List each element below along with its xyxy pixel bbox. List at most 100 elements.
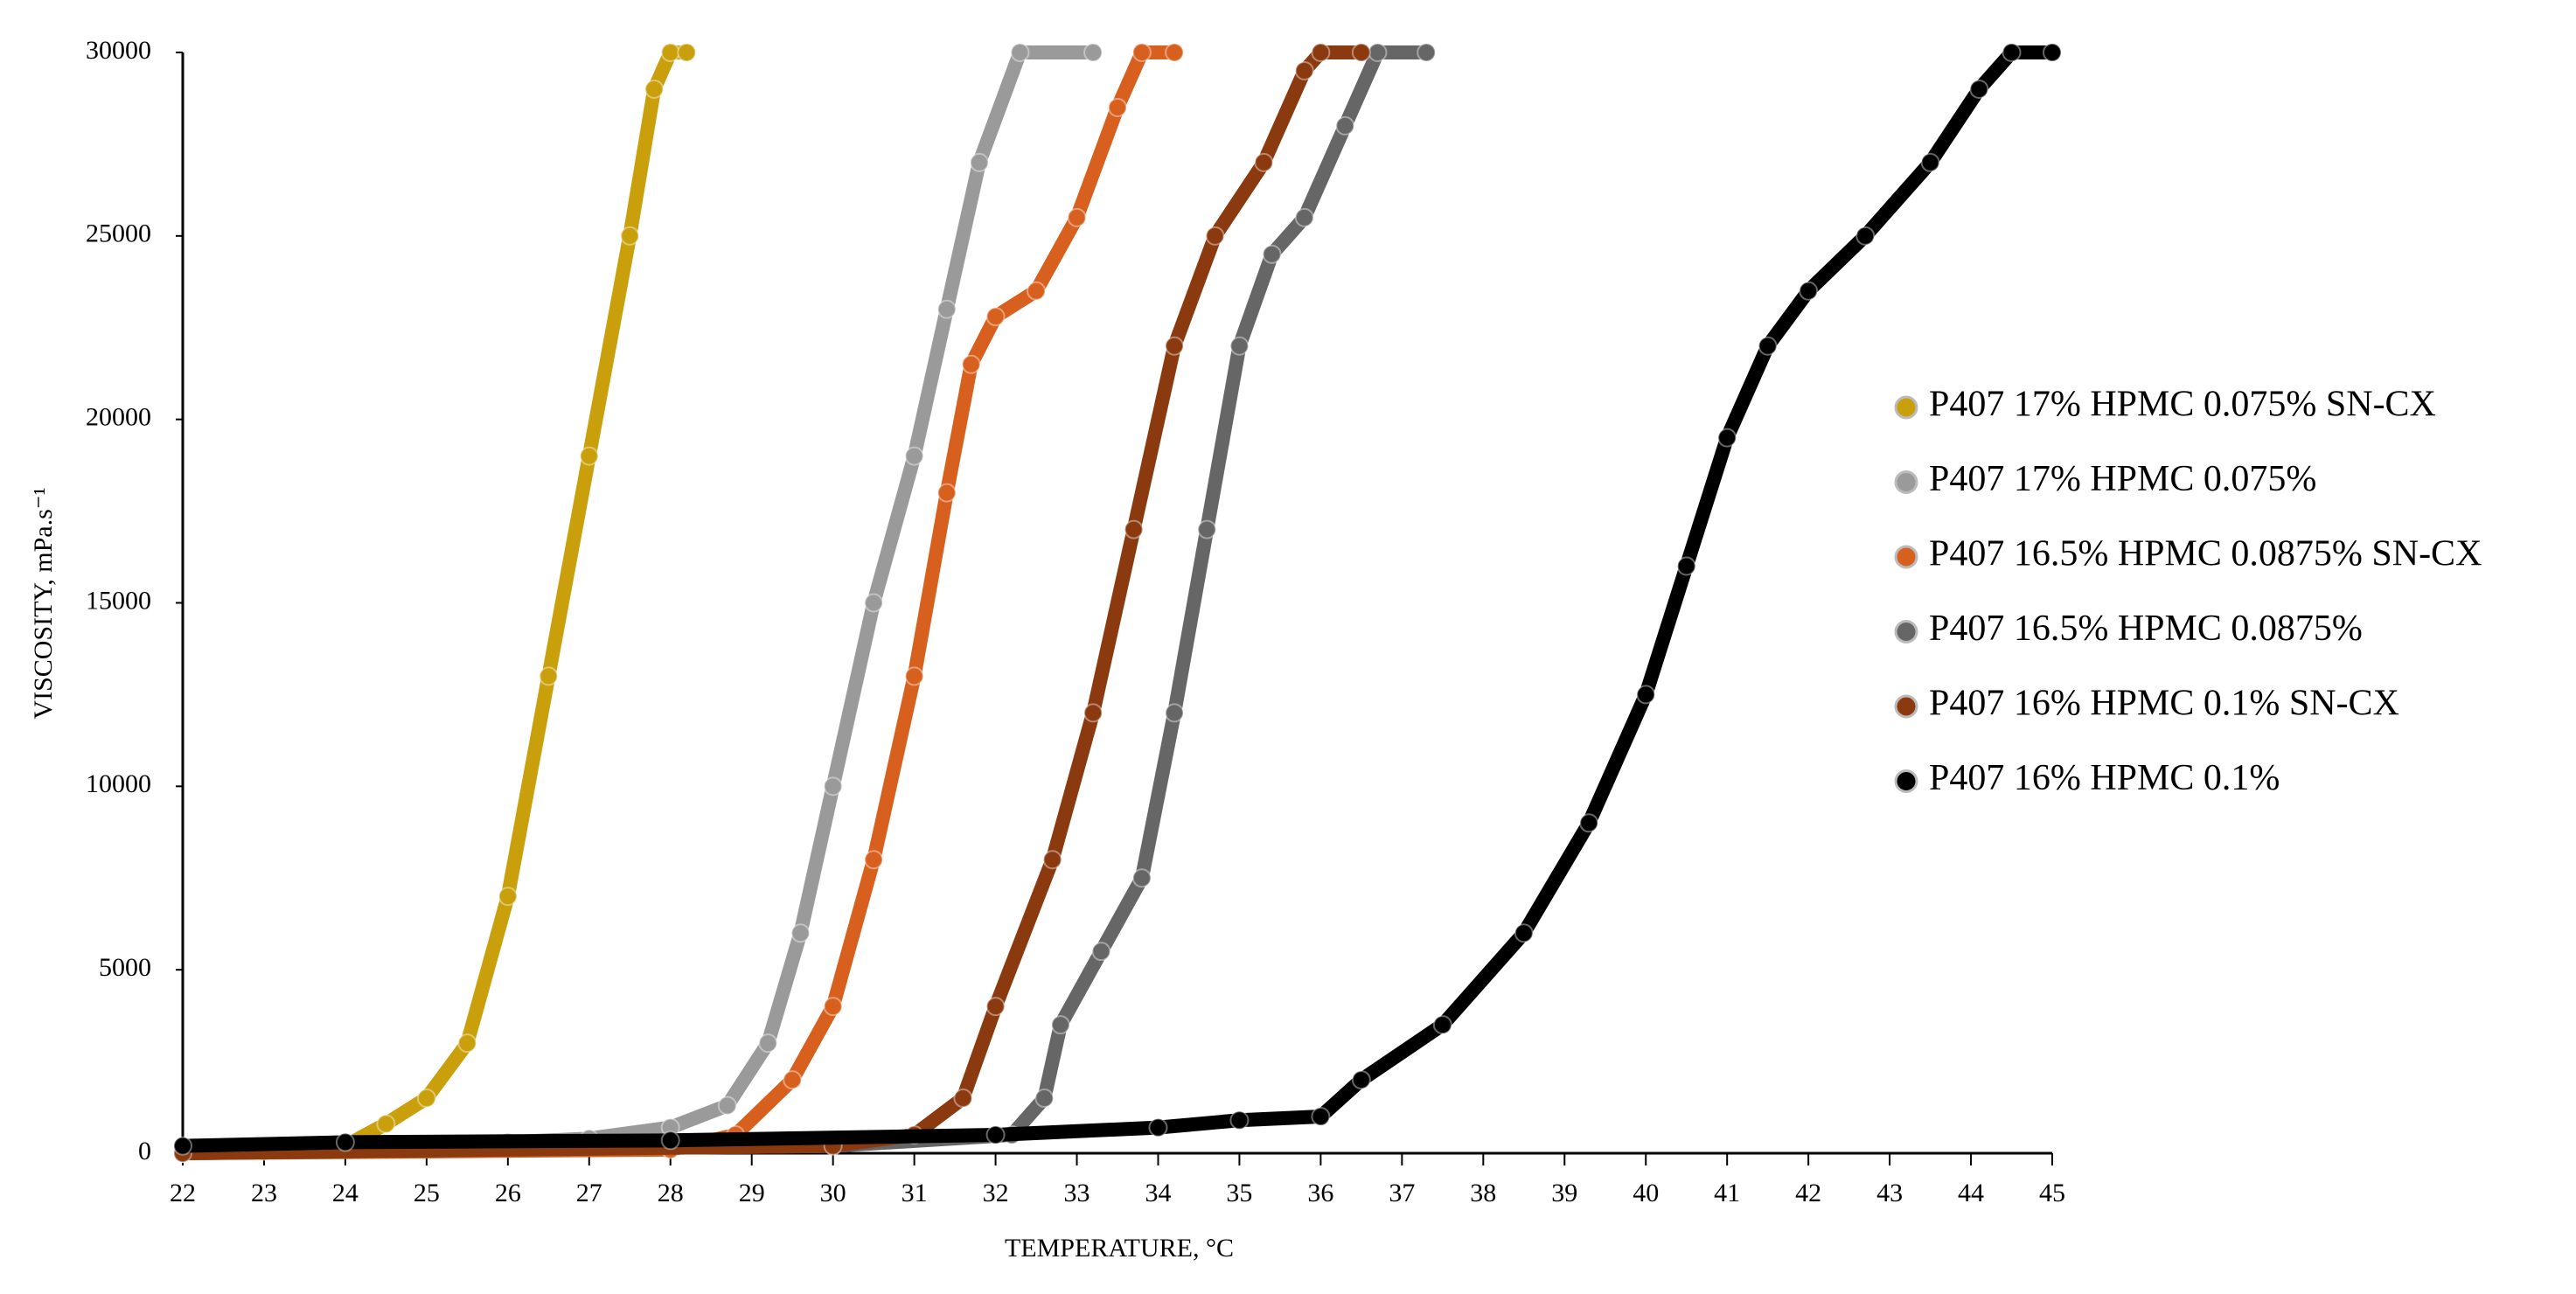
x-tick-label: 37 [1389, 1179, 1415, 1207]
data-point [1083, 43, 1104, 62]
data-point [1165, 43, 1185, 62]
x-tick-label: 40 [1633, 1179, 1659, 1207]
data-point [1311, 43, 1331, 62]
legend-marker [1894, 470, 1918, 494]
x-tick-label: 41 [1714, 1179, 1740, 1207]
data-point [1197, 519, 1217, 539]
x-tick-label: 36 [1307, 1179, 1333, 1207]
data-point [1294, 60, 1314, 80]
data-point [1432, 1015, 1452, 1035]
data-point [1034, 1089, 1055, 1109]
data-point [783, 1070, 803, 1090]
legend-marker [1894, 694, 1918, 719]
data-point [1067, 207, 1087, 227]
data-point [1254, 152, 1274, 172]
data-point [1417, 43, 1437, 62]
data-point [1351, 43, 1371, 62]
data-point [1027, 281, 1047, 301]
data-point [1920, 152, 1940, 172]
x-tick-label: 30 [820, 1179, 846, 1207]
legend-label: P407 17% HPMC 0.075% [1929, 459, 2316, 499]
series-line [176, 45, 1182, 1160]
data-point [1717, 428, 1737, 448]
data-point [904, 666, 924, 686]
x-tick-label: 26 [495, 1179, 521, 1207]
data-point [1579, 813, 1599, 833]
y-tick-label: 30000 [86, 36, 151, 65]
y-tick-label: 5000 [99, 953, 151, 982]
data-point [969, 152, 989, 172]
data-point [1514, 923, 1534, 943]
data-point [376, 1114, 396, 1134]
x-tick-label: 34 [1145, 1179, 1171, 1207]
data-point [1368, 43, 1388, 62]
x-tick-label: 31 [902, 1179, 928, 1207]
legend-label: P407 16% HPMC 0.1% [1929, 758, 2280, 798]
x-tick-label: 32 [983, 1179, 1009, 1207]
x-tick-label: 27 [576, 1179, 602, 1207]
data-point [717, 1096, 737, 1116]
data-point [823, 997, 843, 1017]
data-point [677, 43, 697, 62]
data-point [961, 354, 981, 374]
y-axis-title: VISCOSITY, mPa.s⁻¹ [29, 487, 58, 719]
data-point [498, 887, 518, 907]
y-tick-label: 20000 [86, 403, 151, 432]
data-point [1799, 281, 1819, 301]
y-tick-label: 0 [138, 1137, 151, 1165]
data-point [660, 1131, 680, 1151]
data-point [790, 923, 811, 943]
data-point [953, 1089, 973, 1109]
legend-marker [1894, 395, 1918, 420]
data-point [1042, 850, 1062, 870]
data-point [1165, 336, 1185, 356]
data-point [1091, 942, 1111, 962]
data-point [1262, 244, 1282, 264]
data-point [1855, 226, 1876, 246]
data-point [1229, 336, 1250, 356]
data-point [758, 1033, 778, 1054]
data-point [1335, 115, 1355, 136]
data-point [1131, 43, 1152, 62]
x-axis-title: TEMPERATURE, °C [1005, 1234, 1234, 1263]
series-line [176, 45, 1434, 1160]
data-point [1108, 97, 1127, 117]
legend-marker [1894, 620, 1918, 644]
data-point [335, 1132, 355, 1152]
data-point [539, 666, 559, 686]
x-tick-label: 25 [414, 1179, 440, 1207]
data-point [823, 776, 843, 797]
data-point [1636, 685, 1656, 705]
data-point [644, 79, 665, 99]
data-point [936, 299, 957, 319]
data-point [985, 307, 1006, 327]
series-line [176, 45, 1368, 1160]
x-tick-label: 39 [1551, 1179, 1577, 1207]
y-tick-label: 10000 [86, 769, 151, 798]
data-point [620, 226, 640, 246]
data-point [1010, 43, 1030, 62]
data-point [1758, 336, 1778, 356]
data-point [1676, 556, 1696, 576]
data-point [1351, 1070, 1371, 1090]
x-tick-label: 38 [1470, 1179, 1496, 1207]
x-tick-label: 33 [1064, 1179, 1090, 1207]
data-point [416, 1089, 436, 1109]
data-point [457, 1033, 477, 1054]
data-point [1205, 226, 1225, 246]
data-point [2043, 43, 2062, 62]
data-point [1124, 519, 1144, 539]
x-tick-label: 35 [1226, 1179, 1252, 1207]
y-tick-label: 25000 [86, 219, 151, 248]
x-tick-label: 44 [1958, 1179, 1984, 1207]
data-point [660, 43, 680, 62]
legend-label: P407 16% HPMC 0.1% SN-CX [1929, 684, 2399, 724]
x-tick-label: 43 [1876, 1179, 1903, 1207]
data-point [1050, 1015, 1070, 1035]
data-point [864, 850, 884, 870]
y-tick-label: 15000 [86, 586, 151, 615]
data-point [864, 593, 884, 613]
legend-marker [1894, 545, 1918, 569]
data-point [985, 997, 1006, 1017]
